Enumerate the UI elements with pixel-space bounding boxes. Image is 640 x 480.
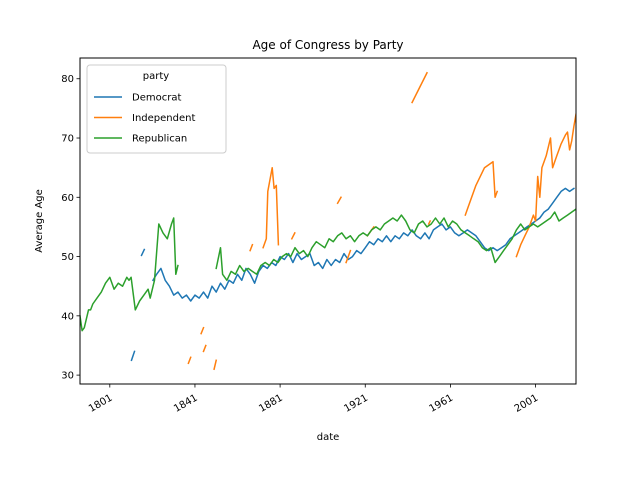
series-independent-line-3 (213, 359, 218, 371)
series-independent-line-4 (249, 243, 254, 252)
series-democrat-line-0 (130, 350, 136, 362)
y-tick-label: 70 (61, 134, 74, 145)
series-independent-line-10 (411, 71, 429, 104)
y-tick-label: 40 (61, 311, 74, 322)
y-tick-label: 50 (61, 252, 74, 263)
series-independent-line-6 (290, 231, 296, 240)
series-democrat (130, 187, 575, 362)
legend-box (86, 64, 227, 154)
legend-title: party (143, 71, 170, 82)
x-axis-label: date (317, 432, 340, 443)
series-independent-line-13 (515, 113, 576, 258)
series-layer (80, 71, 576, 371)
series-independent-line-11 (427, 219, 432, 226)
series-independent-line-7 (336, 196, 343, 205)
legend: party Democrat Independent Republican (86, 64, 227, 154)
series-independent-line-5 (262, 166, 280, 249)
plot-frame (79, 57, 577, 385)
y-tick-label: 60 (61, 193, 74, 204)
y-axis: 30 40 50 60 70 80 (61, 74, 80, 382)
legend-label-republican: Republican (132, 134, 187, 145)
series-democrat-line-1 (140, 248, 146, 257)
series-democrat-line-2 (151, 187, 575, 302)
legend-label-democrat: Democrat (132, 93, 181, 104)
series-republican-line-0 (80, 217, 179, 332)
series-independent (187, 71, 576, 371)
series-independent-line-0 (187, 356, 192, 365)
y-axis-label: Average Age (34, 189, 45, 253)
series-republican-line-1 (215, 208, 576, 282)
series-independent-line-12 (464, 160, 499, 217)
y-tick-label: 80 (61, 74, 74, 85)
y-tick-label: 30 (61, 371, 74, 382)
series-republican (80, 208, 576, 332)
chart-title: Age of Congress by Party (252, 38, 403, 52)
series-independent-line-8 (345, 249, 352, 264)
legend-label-independent: Independent (132, 113, 195, 124)
series-independent-line-2 (202, 344, 207, 353)
series-independent-line-1 (200, 326, 205, 335)
